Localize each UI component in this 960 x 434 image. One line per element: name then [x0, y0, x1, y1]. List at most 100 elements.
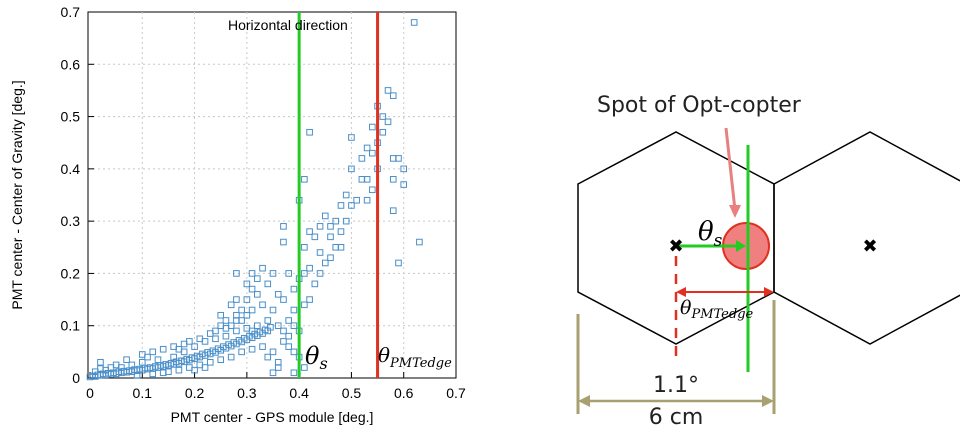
data-point [274, 291, 282, 298]
angle-label: 1.1° [653, 373, 699, 398]
theta-pmtedge-arrowhead-right [764, 287, 774, 297]
x-tick-label: 0.6 [394, 385, 414, 401]
data-point [259, 264, 266, 272]
theta-symbol: θ [698, 217, 714, 247]
data-point [316, 249, 324, 256]
data-point [138, 359, 146, 366]
x-tick-label: 0.2 [185, 385, 205, 401]
data-point [327, 254, 334, 262]
data-point [306, 296, 313, 303]
spot-pointer-arrowhead [729, 205, 741, 218]
x-tick-label: 0.5 [342, 385, 362, 401]
y-tick-label: 0.1 [61, 318, 81, 334]
data-point [285, 317, 292, 324]
data-point [269, 348, 277, 356]
reference-lines [297, 12, 380, 378]
data-point [285, 332, 292, 340]
data-point [259, 343, 266, 350]
x-tick-label: 0.7 [446, 385, 466, 401]
data-point [248, 270, 256, 277]
plot-frame [87, 11, 457, 379]
data-point [264, 317, 272, 324]
axis-ticks: 0 0.1 0.2 0.3 0.4 0.5 0.6 0.7 0 0.1 0.2 0.3 0.4 0.5 0.… [61, 4, 466, 401]
data-point [227, 322, 235, 330]
data-point [379, 113, 387, 120]
measure-arrowhead-left [578, 395, 590, 407]
data-point [301, 243, 308, 251]
x-axis-title: PMT center - GPS module [deg.] [171, 409, 374, 425]
theta-pmtedge-subscript: PMTedge [389, 356, 452, 371]
data-point [321, 259, 329, 267]
data-point [306, 128, 313, 136]
y-tick-label: 0.5 [61, 109, 81, 125]
theta-pmtedge-chart-label: θPMTedge [378, 343, 452, 371]
data-point [217, 356, 225, 363]
theta-s-diagram-label: θs [698, 217, 723, 251]
data-point [290, 348, 298, 356]
theta-symbol: θ [305, 342, 320, 370]
theta-s-chart-label: θs [305, 342, 328, 373]
data-point [306, 264, 313, 272]
data-point [280, 223, 287, 230]
data-point [337, 228, 345, 235]
data-point [316, 223, 324, 230]
data-point [327, 223, 334, 230]
data-point [301, 176, 308, 183]
data-point [301, 301, 308, 309]
x-tick-label: 0.1 [133, 385, 153, 401]
data-point [222, 332, 230, 340]
data-point [332, 217, 340, 225]
measure-arrowhead-right [762, 395, 774, 407]
data-point [311, 233, 319, 241]
data-point [389, 207, 397, 214]
data-point [395, 259, 402, 267]
data-point [227, 353, 235, 361]
data-point [348, 202, 355, 209]
data-point [321, 212, 329, 220]
x-tick-label: 0 [86, 385, 94, 401]
data-point [311, 280, 319, 288]
data-point [259, 301, 266, 309]
data-point [389, 176, 397, 183]
data-point [212, 335, 219, 343]
y-tick-label: 0.7 [61, 4, 81, 20]
data-point [290, 306, 298, 314]
data-point [269, 270, 277, 277]
data-point [280, 238, 287, 246]
spot-label: Spot of Opt-copter [597, 93, 802, 118]
data-point [238, 317, 245, 324]
x-tick-label: 0.3 [237, 385, 257, 401]
data-point [217, 322, 225, 330]
data-point [97, 359, 104, 366]
y-tick-label: 0 [72, 370, 80, 386]
data-point [410, 19, 418, 26]
data-point [191, 343, 198, 350]
data-point [254, 322, 261, 330]
data-point [217, 311, 225, 319]
data-point [159, 345, 167, 353]
data-point [233, 270, 240, 277]
y-tick-label: 0.6 [61, 56, 81, 72]
data-point [348, 134, 355, 141]
data-point [123, 356, 130, 363]
data-point [233, 327, 240, 335]
data-point [248, 327, 256, 335]
data-point [227, 301, 235, 309]
theta-pmtedge-subscript: PMTedge [690, 307, 753, 322]
center-mark-right: ✖ [862, 236, 877, 256]
data-point [248, 306, 256, 314]
data-point [248, 285, 256, 293]
theta-symbol: θ [378, 343, 390, 367]
data-point [416, 238, 423, 246]
data-point [186, 338, 193, 345]
data-point [384, 118, 392, 126]
theta-pmtedge-arrowhead-left [676, 287, 686, 297]
center-mark-left: ✖ [668, 236, 683, 256]
data-point [342, 217, 350, 225]
y-tick-label: 0.2 [61, 265, 81, 281]
data-point [306, 228, 313, 235]
data-point [379, 128, 387, 136]
data-point [248, 345, 256, 353]
data-point [254, 291, 261, 298]
data-point [191, 366, 198, 374]
